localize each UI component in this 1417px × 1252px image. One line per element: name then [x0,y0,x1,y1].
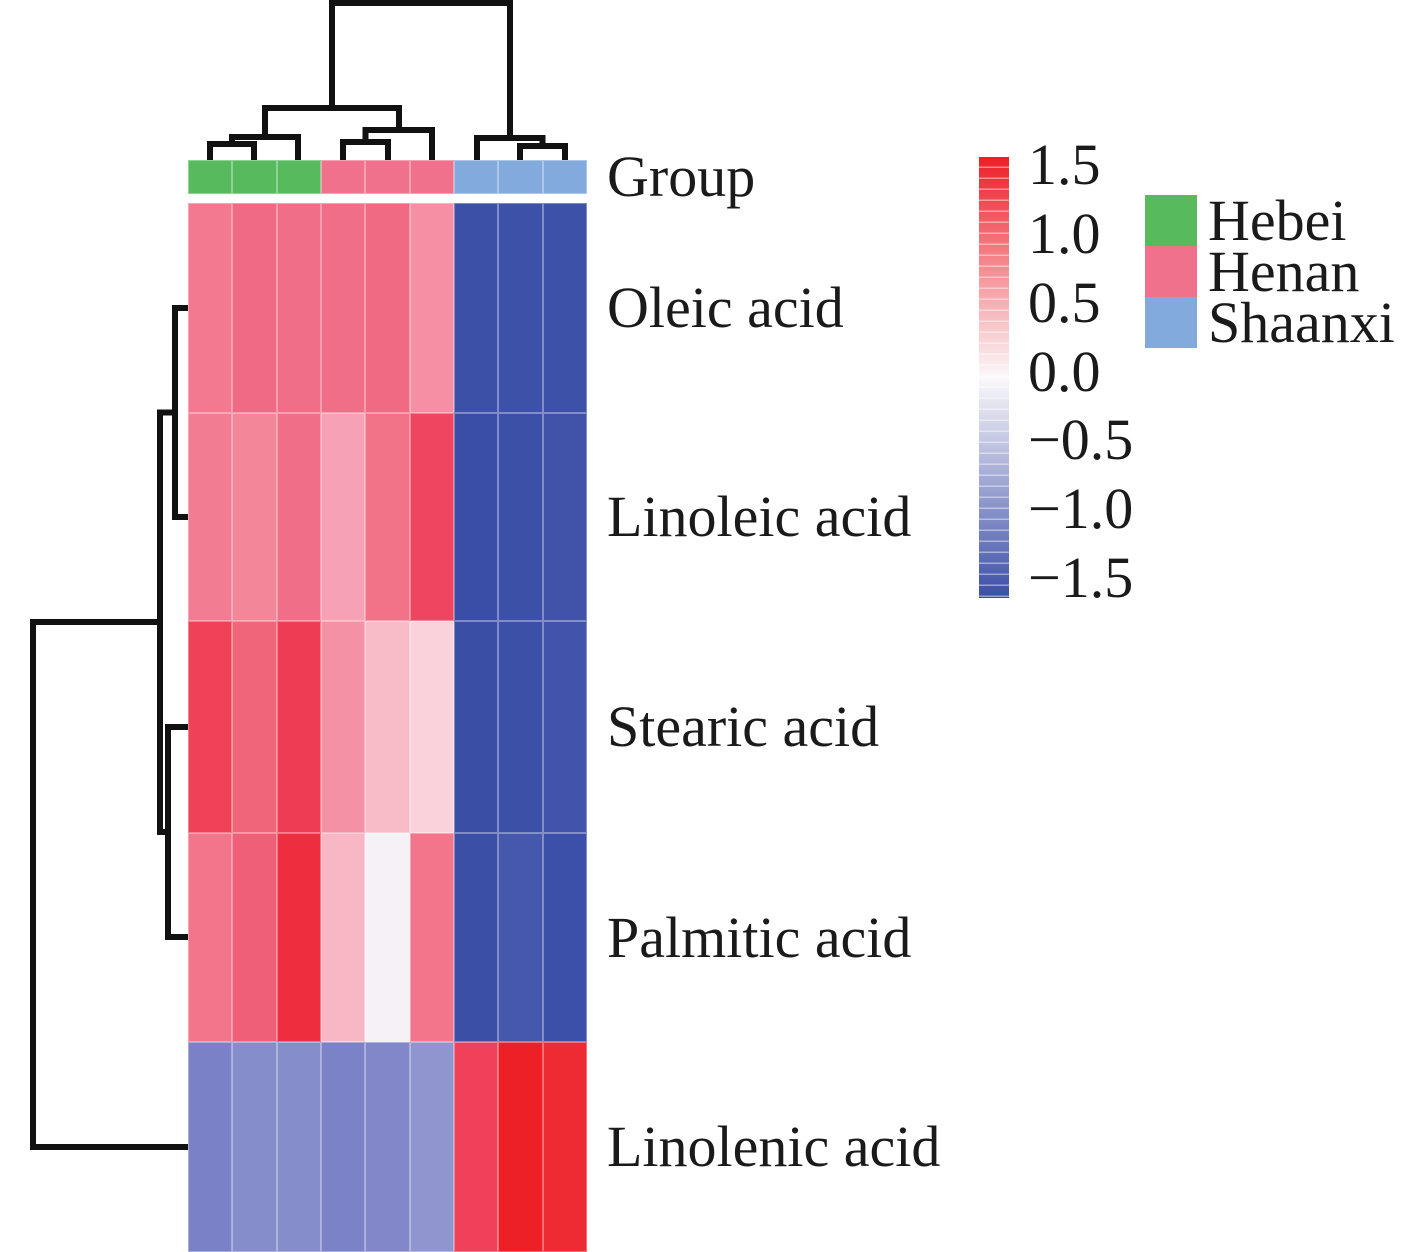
heatmap-cell [188,1042,233,1252]
heatmap-cell [409,833,454,1042]
heatmap-cell [498,413,543,621]
heatmap-cell [232,203,277,413]
group-annotation-cell [188,160,233,194]
row-dendrogram-branch [172,305,188,520]
heatmap-cell [232,1042,277,1252]
row-label: Oleic acid [607,275,844,340]
group-annotation-cell [454,160,499,194]
heatmap-cell [454,1042,499,1252]
heatmap-cell [365,833,410,1042]
colorbar-gradient [979,157,1009,598]
heatmap-cell [454,621,499,833]
heatmap-cell [365,203,410,413]
legend-label-shaanxi: Shaanxi [1208,289,1395,355]
colorbar-tick-label: −1.5 [1028,545,1134,610]
heatmap-cell [542,621,587,833]
heatmap-cell [454,833,499,1042]
legend-swatch-shaanxi [1145,297,1197,348]
heatmap-cell [409,413,454,621]
group-annotation-cell [232,160,277,194]
heatmap-cell [365,413,410,621]
colorbar-tick-label: 1.0 [1028,200,1101,266]
colorbar-tick-label: −1.0 [1028,476,1134,542]
group-annotation-cell [542,160,587,194]
legend-label-henan: Henan [1208,238,1360,304]
column-dendrogram-branch [329,0,513,138]
heatmap-cell [276,1042,321,1252]
annotation-bar-title: Group [607,144,756,209]
heatmap-cell [542,413,587,621]
heatmap-cell [232,413,277,621]
legend-swatch-henan [1145,246,1197,297]
heatmap-cell [188,621,233,833]
heatmap-cell [276,833,321,1042]
heatmap-cell [188,413,233,621]
group-annotation-cell [321,160,366,194]
heatmap-cell [365,1042,410,1252]
row-label: Stearic acid [607,694,880,759]
colorbar-tick-label: 0.0 [1028,338,1101,404]
row-label: Linoleic acid [607,484,912,549]
column-dendrogram-branch [340,139,391,160]
heatmap-cell [454,203,499,413]
colorbar-tick-label: −0.5 [1028,407,1134,473]
heatmap-cell [321,413,366,621]
heatmap-cell [365,621,410,833]
colorbar-strip-lines [979,157,1009,598]
row-dendrogram-branch [30,619,188,1150]
heatmap-cell [542,833,587,1042]
row-label: Palmitic acid [607,904,912,970]
heatmap-cell [498,833,543,1042]
group-annotation-cell [365,160,410,194]
heatmap-cell [321,621,366,833]
heatmap-cell [321,833,366,1042]
heatmap-cell [498,1042,543,1252]
group-annotation-cell [276,160,321,194]
heatmap-cell [276,203,321,413]
row-dendrogram-branch [165,724,188,940]
heatmap-cell [321,1042,366,1252]
heatmap-cell [498,621,543,833]
column-dendrogram-branch [517,143,568,160]
heatmap-cell [498,203,543,413]
heatmap-cell [232,621,277,833]
legend-swatch-hebei [1145,195,1197,246]
colorbar-tick-label: 0.5 [1028,269,1101,335]
heatmap-cell [454,413,499,621]
colorbar-tick-label: 1.5 [1028,132,1101,197]
heatmap-cell [542,1042,587,1252]
heatmap-cell [188,833,233,1042]
legend-label-hebei: Hebei [1208,187,1347,253]
column-dendrogram-branch [207,141,257,160]
heatmap-cell [188,203,233,413]
group-annotation-cell [498,160,543,194]
heatmap-cell [276,621,321,833]
heatmap-cell [321,203,366,413]
heatmap-cell [542,203,587,413]
group-annotation-cell [409,160,454,194]
heatmap-cell [409,1042,454,1252]
column-dendrogram-branch [229,134,301,160]
row-label: Linolenic acid [607,1114,941,1179]
heatmap-cell [276,413,321,621]
heatmap-cell [232,833,277,1042]
heatmap-cell [409,203,454,413]
heatmap-cell [409,621,454,833]
